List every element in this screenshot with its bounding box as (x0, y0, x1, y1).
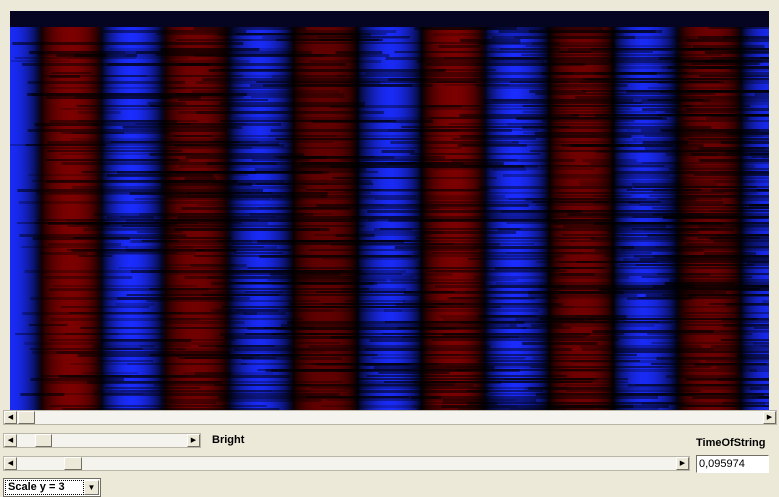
bright-increase-button[interactable]: ▶ (187, 434, 200, 447)
arrow-left-icon: ◀ (8, 414, 13, 421)
time-of-string-slider[interactable]: ◀ ▶ (3, 456, 690, 471)
chevron-down-icon: ▼ (88, 483, 96, 492)
arrow-right-icon: ▶ (680, 460, 685, 467)
horizontal-scrollbar[interactable]: ◀ ▶ (3, 410, 777, 425)
bright-label: Bright (212, 434, 244, 446)
scale-selected-value: Scale y = 3 (5, 480, 84, 495)
time-of-string-input[interactable] (696, 455, 769, 473)
bright-slider-thumb[interactable] (35, 434, 52, 447)
spectrogram-view[interactable] (10, 11, 769, 410)
scroll-right-button[interactable]: ▶ (763, 411, 776, 424)
dropdown-arrow-button[interactable]: ▼ (84, 480, 99, 495)
arrow-right-icon: ▶ (767, 414, 772, 421)
arrow-right-icon: ▶ (191, 437, 196, 444)
time-increase-button[interactable]: ▶ (676, 457, 689, 470)
time-of-string-label: TimeOfString (696, 437, 765, 449)
bright-decrease-button[interactable]: ◀ (4, 434, 17, 447)
scrollbar-thumb[interactable] (18, 411, 35, 424)
arrow-left-icon: ◀ (8, 460, 13, 467)
spectrogram-image (10, 11, 769, 410)
time-decrease-button[interactable]: ◀ (4, 457, 17, 470)
scroll-left-button[interactable]: ◀ (4, 411, 17, 424)
arrow-left-icon: ◀ (8, 437, 13, 444)
scale-dropdown[interactable]: Scale y = 3 ▼ (3, 478, 101, 497)
spectrogram-top-band (10, 11, 769, 27)
time-slider-thumb[interactable] (64, 457, 82, 470)
bright-slider[interactable]: ◀ ▶ (3, 433, 201, 448)
